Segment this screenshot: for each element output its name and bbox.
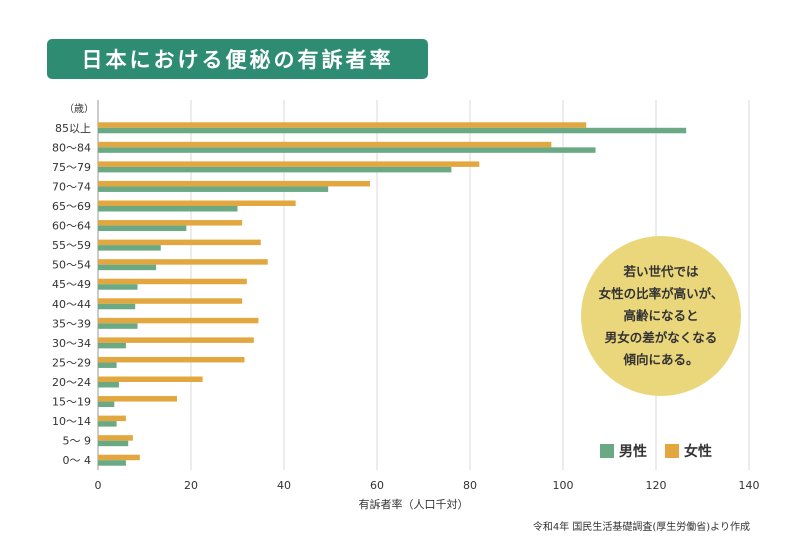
y-tick-label: 15～19 [52,396,91,409]
bar-female [98,298,243,304]
bar-male [98,264,157,271]
note-line: 女性の比率が高いが、 [598,286,724,301]
bar-female [98,259,268,265]
x-tick-label: 120 [646,479,667,492]
bar-female [98,376,203,382]
y-tick-label: 75～79 [52,161,91,174]
legend-item-male: 男性 [600,441,647,461]
note-line: 高齢になると [623,308,699,323]
y-tick-label: 50～54 [52,259,91,272]
bar-female [98,220,243,226]
bar-male [98,323,138,329]
bar-male [98,166,452,173]
y-tick-label: 35～39 [52,317,91,330]
y-tick-label: 30～34 [52,337,91,350]
bar-male [98,421,117,427]
y-tick-label: 65～69 [52,200,91,213]
y-tick-label: 45～49 [52,278,91,291]
legend-label-male: 男性 [619,444,647,460]
bar-male [98,186,329,192]
x-axis-label: 有訴者率（人口千対） [359,497,469,511]
x-tick-label: 140 [739,479,760,492]
y-tick-label: 70～74 [52,180,91,193]
bar-female [98,161,480,167]
x-tick-label: 80 [463,479,477,492]
legend-label-female: 女性 [684,444,712,460]
bar-female [98,435,133,441]
legend-swatch-female [665,444,679,458]
bar-female [98,122,587,128]
bar-male [98,225,187,232]
bar-female [98,141,552,148]
x-tick-label: 40 [277,479,291,492]
bar-female [98,278,247,285]
y-tick-label: 25～29 [52,356,91,369]
bar-female [98,415,126,422]
legend-swatch-male [600,444,614,458]
note-bubble: 若い世代では 女性の比率が高いが、 高齢になると 男女の差がなくなる 傾向にある… [581,236,741,396]
x-tick-label: 100 [553,479,574,492]
bar-male [98,245,161,251]
bar-male [98,303,136,310]
note-text: 若い世代では 女性の比率が高いが、 高齢になると 男女の差がなくなる 傾向にある… [599,261,724,371]
bar-male [98,401,115,408]
bar-female [98,396,178,402]
y-tick-label: 55～59 [52,239,91,252]
bar-male [98,284,138,290]
y-tick-label: 85以上 [55,122,91,135]
y-tick-label: 40～44 [52,298,91,311]
bar-male [98,206,238,212]
bar-female [98,337,254,343]
bar-male [98,147,596,153]
x-tick-label: 0 [95,479,102,492]
note-line: 傾向にある。 [623,352,699,367]
bar-female [98,239,261,246]
note-line: 若い世代では [623,264,699,279]
bar-female [98,454,140,461]
bar-male [98,440,129,447]
x-tick-label: 60 [370,479,384,492]
page-title: 日本における便秘の有訴者率 [81,48,394,72]
y-tick-label: 5～ 9 [63,435,92,448]
y-tick-label: 10～14 [52,415,91,428]
x-tick-label: 20 [184,479,198,492]
bar-male [98,127,687,134]
bar-female [98,200,296,206]
y-tick-label: 80～84 [52,141,91,154]
note-line: 男女の差がなくなる [604,330,718,345]
bar-female [98,317,259,324]
title-box: 日本における便秘の有訴者率 [47,39,428,79]
y-tick-label: 0～ 4 [63,454,92,467]
bar-female [98,180,371,187]
bar-female [98,356,245,363]
bar-male [98,460,126,466]
legend: 男性 女性 [600,441,712,461]
y-axis-label: （歳） [64,103,94,115]
bar-male [98,382,119,388]
legend-item-female: 女性 [665,441,712,461]
y-tick-label: 20～24 [52,376,91,389]
bar-male [98,362,117,368]
source-note: 令和4年 国民生活基礎調査(厚生労働省)より作成 [532,522,750,533]
y-tick-label: 60～64 [52,220,91,233]
bar-male [98,342,126,349]
